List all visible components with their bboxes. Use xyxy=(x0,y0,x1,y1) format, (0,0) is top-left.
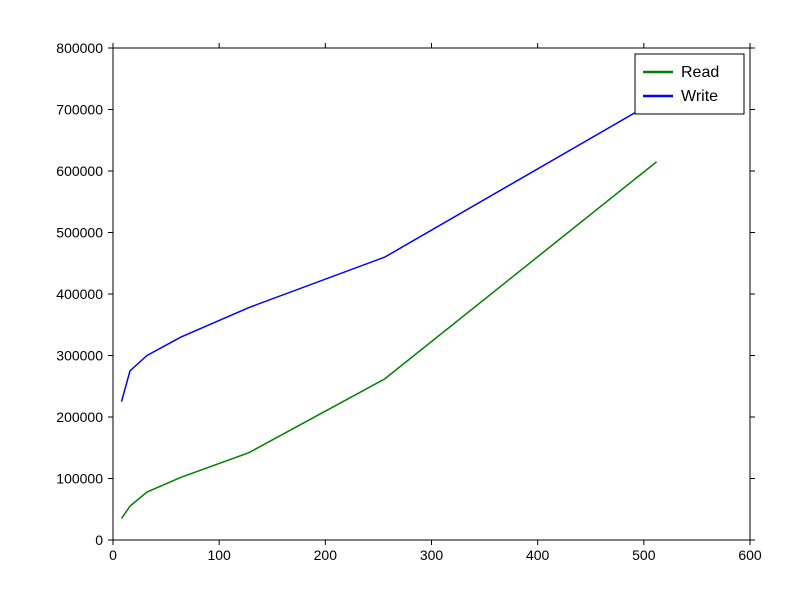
y-tick-label: 600000 xyxy=(56,163,103,179)
plot-border xyxy=(113,48,750,540)
x-tick-label: 0 xyxy=(109,547,117,563)
y-tick-label: 100000 xyxy=(56,471,103,487)
series-line-write xyxy=(121,100,656,401)
legend-box xyxy=(635,54,744,114)
chart-svg: 0 100 200 300 400 500 600 0 100000 200000 300000 40… xyxy=(0,0,812,612)
x-tick-label: 400 xyxy=(526,547,550,563)
y-tick-label: 200000 xyxy=(56,409,103,425)
y-tick-label: 300000 xyxy=(56,348,103,364)
x-tick-label: 200 xyxy=(314,547,338,563)
legend-label: Read xyxy=(681,64,719,81)
y-tick-label: 0 xyxy=(95,532,103,548)
y-tick-label: 400000 xyxy=(56,286,103,302)
x-tick-label: 600 xyxy=(738,547,762,563)
y-tick-label: 700000 xyxy=(56,102,103,118)
x-tick-label: 300 xyxy=(420,547,444,563)
x-tick-label: 100 xyxy=(207,547,231,563)
x-tick-label: 500 xyxy=(632,547,656,563)
series-line-read xyxy=(121,162,656,519)
line-chart: 0 100 200 300 400 500 600 0 100000 200000 300000 40… xyxy=(0,0,812,612)
y-tick-label: 500000 xyxy=(56,225,103,241)
y-tick-label: 800000 xyxy=(56,40,103,56)
legend-label: Write xyxy=(681,88,718,105)
